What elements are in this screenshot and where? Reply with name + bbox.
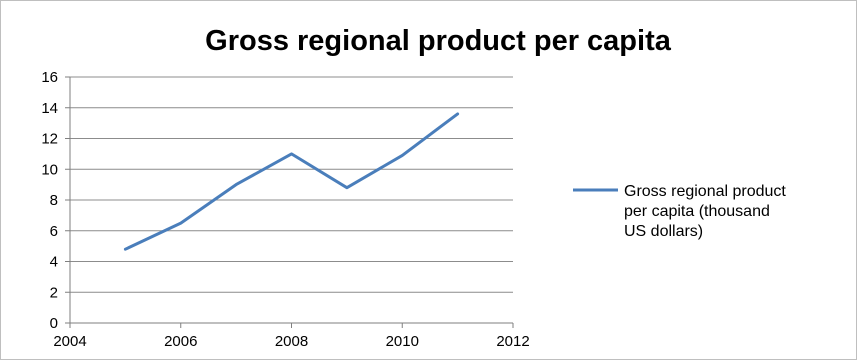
- legend-label: Gross regional product per capita (thousa…: [624, 183, 786, 240]
- legend-label-line: per capita (thousand: [624, 203, 770, 220]
- gridlines: [70, 76, 513, 293]
- series-line: [123, 112, 460, 251]
- legend-label-line: US dollars): [624, 223, 703, 240]
- y-tick-label: 0: [50, 315, 58, 332]
- y-tick-label: 2: [50, 284, 58, 301]
- y-axis-tick-labels: 0 2 4 6 8 10 12 14 16: [41, 69, 58, 332]
- series-layer: [123, 112, 460, 251]
- y-tick-label: 12: [41, 131, 58, 148]
- data-point: [290, 152, 294, 156]
- axes: [65, 76, 514, 328]
- x-tick-label: 2008: [275, 333, 308, 350]
- data-point: [234, 183, 238, 187]
- y-tick-label: 4: [50, 254, 58, 271]
- data-point: [179, 221, 183, 225]
- data-point: [400, 153, 404, 157]
- y-tick-label: 14: [41, 100, 58, 117]
- y-tick-label: 10: [41, 161, 58, 178]
- y-tick-label: 8: [50, 192, 58, 209]
- y-tick-label: 6: [50, 223, 58, 240]
- legend: Gross regional product per capita (thousa…: [573, 183, 786, 240]
- x-axis-tick-labels: 2004 2006 2008 2010 2012: [53, 333, 529, 350]
- data-point: [123, 247, 127, 251]
- data-point: [456, 112, 460, 116]
- data-point: [345, 186, 349, 190]
- x-tick-label: 2004: [53, 333, 86, 350]
- y-tick-label: 16: [41, 69, 58, 86]
- x-tick-label: 2006: [164, 333, 197, 350]
- chart-title: Gross regional product per capita: [205, 25, 672, 57]
- x-tick-label: 2010: [386, 333, 419, 350]
- legend-label-line: Gross regional product: [624, 183, 786, 200]
- x-tick-label: 2012: [496, 333, 529, 350]
